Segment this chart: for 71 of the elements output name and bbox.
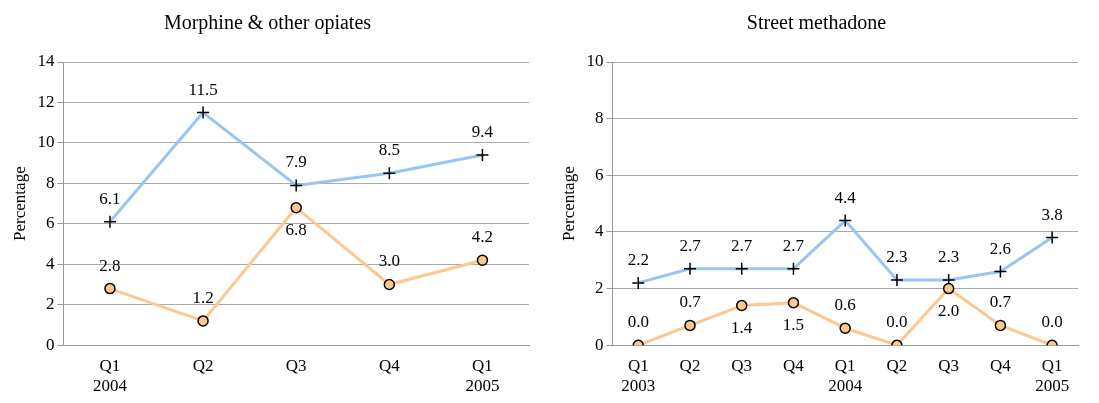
point bbox=[476, 254, 489, 266]
x-tick-label: Q4 bbox=[783, 355, 805, 375]
x-tick-label: Q2 bbox=[192, 355, 214, 375]
data-label: 7.9 bbox=[285, 152, 307, 172]
y-axis-title: Percentage bbox=[558, 166, 578, 241]
data-label: 0.0 bbox=[1041, 312, 1063, 332]
x-tick-label: Q3 bbox=[285, 355, 307, 375]
y-tick-label: 14 bbox=[37, 51, 55, 71]
y-tick-label: 10 bbox=[586, 51, 604, 71]
x-tick-label: Q1 2003 bbox=[621, 355, 656, 396]
data-label: 6.8 bbox=[285, 219, 307, 239]
point bbox=[197, 315, 209, 327]
x-tick-label: Q4 bbox=[990, 355, 1012, 375]
point bbox=[735, 299, 748, 312]
data-label: 0.6 bbox=[834, 295, 856, 315]
y-tick-label: 4 bbox=[594, 221, 604, 241]
y-tick-label: 6 bbox=[45, 213, 55, 233]
point bbox=[290, 201, 302, 214]
y-tick-label: 2 bbox=[594, 278, 604, 298]
data-label: 1.5 bbox=[782, 314, 805, 334]
y-tick-label: 6 bbox=[594, 164, 604, 184]
y-tick-label: 10 bbox=[37, 132, 55, 152]
data-label: 2.3 bbox=[938, 247, 960, 267]
data-label: 3.0 bbox=[378, 251, 400, 271]
data-label: 0.0 bbox=[886, 312, 908, 332]
point bbox=[787, 296, 800, 309]
data-label: 2.6 bbox=[989, 238, 1012, 258]
point bbox=[684, 319, 696, 332]
point bbox=[942, 282, 955, 295]
data-label: 0.7 bbox=[989, 292, 1012, 312]
data-label: 4.2 bbox=[471, 227, 494, 247]
x-tick-label: Q4 bbox=[378, 355, 401, 375]
y-tick-label: 12 bbox=[37, 91, 55, 111]
data-label: 2.7 bbox=[679, 235, 702, 255]
data-label: 2.8 bbox=[99, 255, 121, 275]
y-tick-label: 8 bbox=[45, 172, 55, 192]
data-label: 2.7 bbox=[731, 235, 753, 255]
data-label: 1.2 bbox=[192, 287, 214, 307]
data-label: 8.5 bbox=[378, 140, 400, 160]
data-label: 2.3 bbox=[886, 247, 908, 267]
data-label: 4.4 bbox=[834, 187, 857, 207]
data-label: 0.0 bbox=[627, 312, 649, 332]
y-tick-label: 0 bbox=[45, 334, 55, 354]
data-label: 3.8 bbox=[1041, 204, 1063, 224]
x-tick-label: Q1 2005 bbox=[465, 355, 500, 396]
point bbox=[994, 319, 1007, 332]
x-tick-label: Q1 2004 bbox=[828, 355, 863, 396]
y-tick-label: 4 bbox=[45, 253, 55, 273]
x-tick-label: Q2 bbox=[886, 355, 908, 375]
data-label: 0.7 bbox=[679, 292, 702, 312]
data-label: 2.2 bbox=[627, 249, 649, 269]
y-axis-title: Percentage bbox=[9, 166, 29, 241]
x-tick-label: Q1 2004 bbox=[92, 355, 128, 396]
x-tick-label: Q1 2005 bbox=[1035, 355, 1070, 396]
y-tick-label: 2 bbox=[45, 294, 55, 314]
data-label: 1.4 bbox=[731, 317, 753, 337]
point bbox=[383, 278, 396, 291]
y-tick-label: 8 bbox=[594, 108, 604, 128]
y-tick-label: 0 bbox=[594, 334, 604, 354]
x-tick-label: Q2 bbox=[679, 355, 701, 375]
data-label: 2.0 bbox=[938, 300, 960, 320]
chart-title: Street methadone bbox=[746, 11, 887, 34]
x-tick-label: Q3 bbox=[731, 355, 753, 375]
point bbox=[104, 282, 116, 295]
chart-title: Morphine & other opiates bbox=[163, 11, 372, 35]
data-label: 11.5 bbox=[188, 79, 218, 99]
data-label: 9.4 bbox=[471, 122, 494, 142]
x-tick-label: Q3 bbox=[938, 355, 960, 375]
data-label: 2.7 bbox=[782, 235, 805, 255]
data-label: 6.1 bbox=[99, 188, 121, 208]
point bbox=[839, 322, 851, 334]
